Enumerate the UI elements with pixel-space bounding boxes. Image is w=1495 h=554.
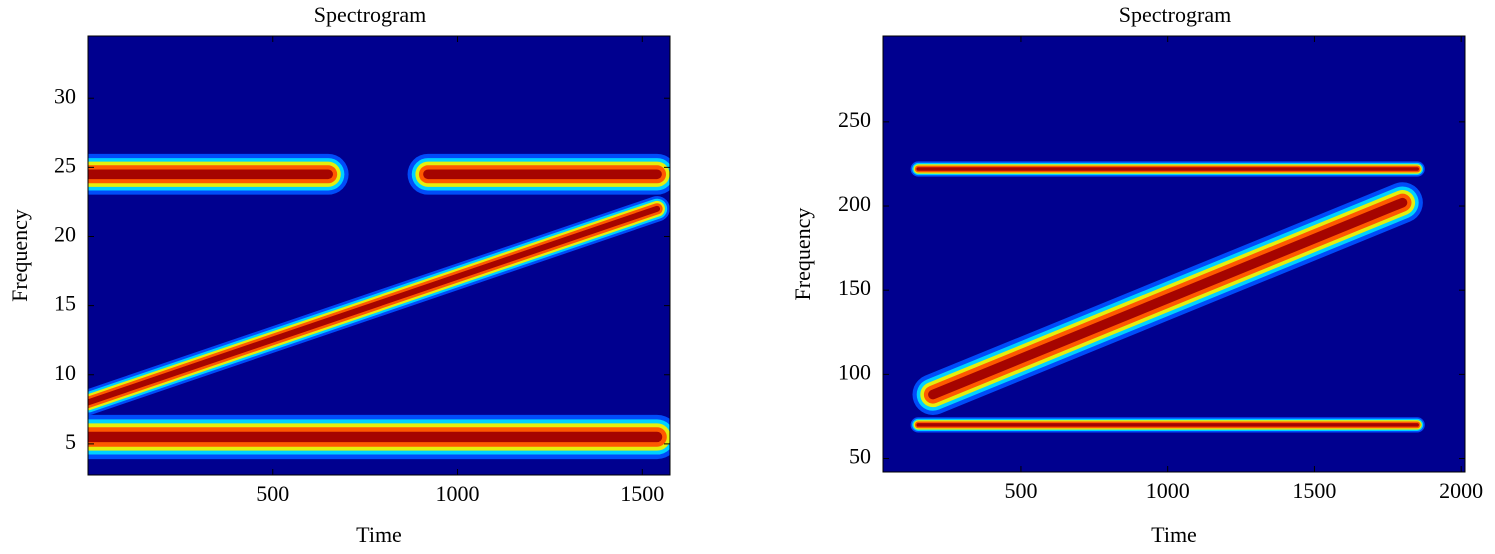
y-tick-label: 50: [849, 444, 871, 469]
y-tick-label: 15: [54, 291, 76, 316]
y-tick-label: 100: [838, 359, 871, 384]
y-tick-label: 200: [838, 191, 871, 216]
chart: 500 1000 1500 2000 50 100 150 200 250 Spectrogram…: [790, 2, 1483, 547]
chart-title: Spectrogram: [1119, 2, 1231, 27]
x-tick-label: 1000: [1146, 478, 1190, 503]
chart: 500 1000 1500 5 10 15 20 25 30 Spectrogram Time Fre…: [7, 2, 671, 547]
x-tick-label: 1000: [436, 481, 480, 506]
x-tick-label: 500: [1004, 478, 1037, 503]
plot-frame: [87, 35, 671, 476]
y-tick-label: 250: [838, 107, 871, 132]
y-tick-label: 150: [838, 275, 871, 300]
plot-background: [883, 36, 1465, 472]
x-tick-label: 500: [256, 481, 289, 506]
tracks: [910, 161, 1425, 433]
chart-title: Spectrogram: [314, 2, 426, 27]
plot-frame: [882, 35, 1466, 473]
y-tick-label: 20: [54, 222, 76, 247]
x-tick-label: 1500: [620, 481, 664, 506]
plot-background: [88, 36, 670, 475]
x-axis-label: Time: [356, 522, 402, 547]
y-axis-label: Frequency: [7, 209, 32, 302]
x-axis-label: Time: [1151, 522, 1197, 547]
spectral-track: [928, 197, 1408, 400]
y-tick-label: 30: [54, 83, 76, 108]
y-tick-label: 10: [54, 360, 76, 385]
tracks: [88, 153, 670, 460]
spectral-track: [88, 205, 661, 406]
y-axis-label: Frequency: [790, 208, 815, 301]
y-tick-label: 5: [65, 429, 76, 454]
x-tick-label: 1500: [1292, 478, 1336, 503]
y-tick-label: 25: [54, 152, 76, 177]
x-tick-label: 2000: [1439, 478, 1483, 503]
